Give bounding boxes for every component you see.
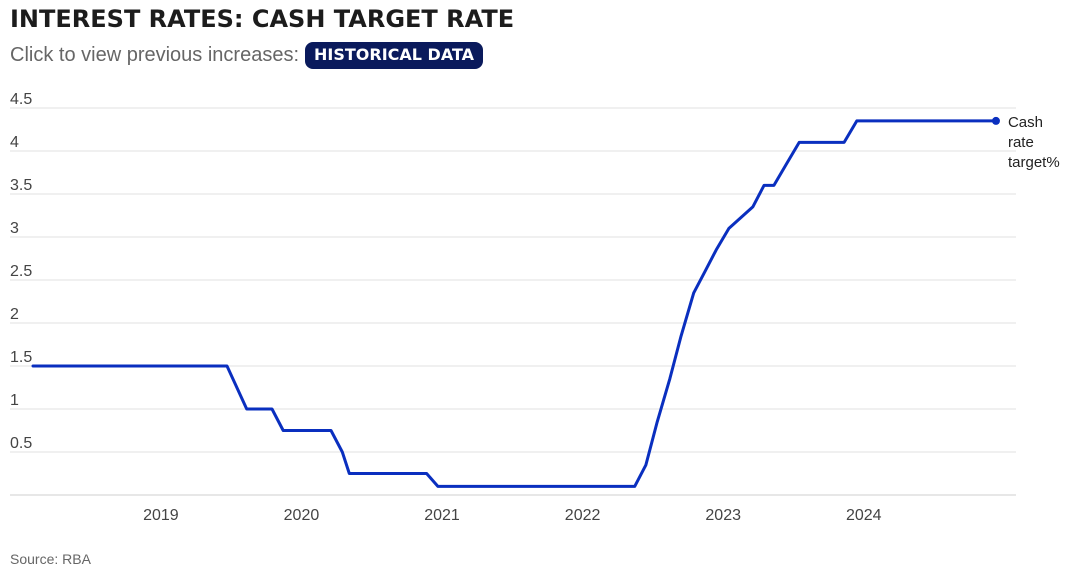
x-tick-label: 2024 [846, 507, 882, 524]
x-axis-ticks: 2019 2020 2021 2022 2023 2024 [143, 507, 882, 524]
series-layer: Cash rate target% [31, 114, 1060, 488]
y-tick-label: 2.5 [10, 263, 32, 280]
x-tick-label: 2019 [143, 507, 179, 524]
series-end-point [991, 116, 1000, 125]
series-end-label-line: rate [1008, 134, 1034, 151]
y-tick-label: 4 [10, 134, 19, 151]
x-tick-label: 2021 [424, 507, 460, 524]
y-axis-ticks: 0.5 1 1.5 2 2.5 3 3.5 4 4.5 [10, 91, 32, 452]
y-tick-label: 2 [10, 306, 19, 323]
y-tick-label: 0.5 [10, 435, 32, 452]
series-end-label: Cash rate target% [1008, 114, 1060, 171]
x-tick-label: 2023 [705, 507, 741, 524]
y-tick-label: 1 [10, 392, 19, 409]
series-end-label-line: target% [1008, 154, 1060, 171]
historical-data-button[interactable]: HISTORICAL DATA [305, 42, 484, 69]
grid-lines [10, 107, 1016, 496]
series-end-label-line: Cash [1008, 114, 1043, 131]
subtitle-row: Click to view previous increases: HISTOR… [10, 42, 484, 69]
y-tick-label: 3 [10, 220, 19, 237]
source-note: Source: RBA [10, 551, 91, 567]
y-tick-label: 1.5 [10, 349, 32, 366]
x-tick-label: 2022 [565, 507, 601, 524]
x-tick-label: 2020 [284, 507, 320, 524]
chart-title: INTEREST RATES: CASH TARGET RATE [10, 5, 515, 33]
y-tick-label: 4.5 [10, 91, 32, 108]
y-tick-label: 3.5 [10, 177, 32, 194]
series-line [31, 119, 998, 488]
subtitle-text: Click to view previous increases: [10, 44, 299, 66]
